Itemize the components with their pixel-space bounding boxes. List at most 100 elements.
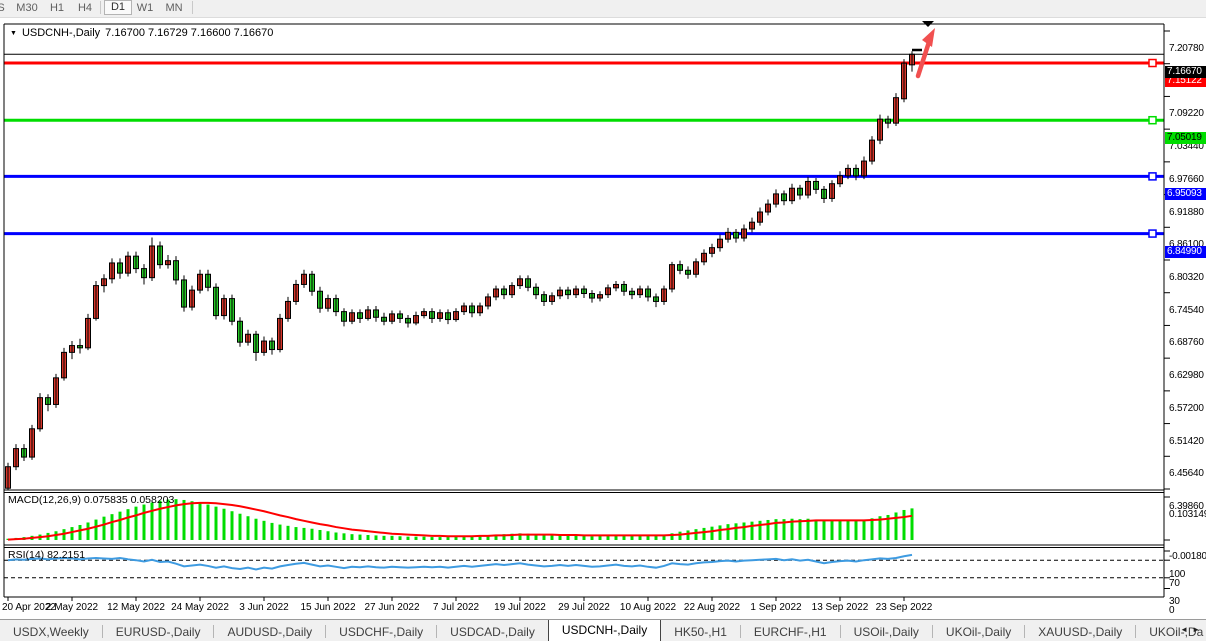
macd-bar: [190, 501, 194, 540]
rsi-axis-label: 30: [1169, 595, 1180, 607]
macd-bar: [662, 534, 666, 540]
tab-xauusd-daily[interactable]: XAUUSD-,Daily: [1038, 625, 1123, 639]
macd-bar: [622, 534, 626, 540]
macd-bar: [414, 536, 418, 540]
hline-handle[interactable]: [1148, 58, 1157, 68]
rsi-line: [7, 553, 913, 571]
date-tick-label: 2 May 2022: [45, 602, 99, 613]
date-tick-label: 19 Jul 2022: [494, 602, 546, 613]
tab-audusd-daily[interactable]: AUDUSD-,Daily: [227, 625, 313, 639]
macd-bar: [254, 518, 258, 540]
toolbar-separator: [192, 1, 193, 14]
macd-bar: [806, 518, 810, 540]
macd-bar: [214, 506, 218, 540]
macd-bar: [486, 534, 490, 540]
tab-eurusd-daily[interactable]: EURUSD-,Daily: [115, 625, 201, 639]
date-tick-label: 24 May 2022: [171, 602, 229, 613]
date-tick-label: 15 Jun 2022: [300, 602, 356, 613]
macd-bar: [278, 524, 282, 540]
chart-symbol-label: USDCNH-,Daily: [21, 27, 101, 39]
macd-bar: [230, 511, 234, 540]
macd-axis-min: -0.00180: [1169, 551, 1206, 562]
macd-bar: [86, 522, 90, 540]
tab-hk50-h1[interactable]: HK50-,H1: [674, 625, 727, 639]
macd-bar: [750, 521, 754, 540]
tab-scroll-left-icon[interactable]: ◄: [1180, 625, 1193, 634]
price-tick-label: 7.03440: [1169, 141, 1204, 153]
timeframe-button-mn[interactable]: MN: [165, 2, 183, 14]
macd-bar: [574, 535, 578, 540]
timeframe-button-d1[interactable]: D1: [104, 0, 132, 15]
chart-title: ▼ USDCNH-,Daily 7.16700 7.16729 7.16600 …: [10, 27, 273, 39]
macd-bar: [534, 534, 538, 540]
tab-usdcnh-daily[interactable]: USDCNH-,Daily: [547, 620, 662, 641]
trend-arrow-line[interactable]: [915, 39, 932, 79]
date-tick-label: 27 Jun 2022: [364, 602, 420, 613]
macd-bar: [558, 535, 562, 540]
macd-bar: [670, 533, 674, 540]
hline-handle[interactable]: [1148, 115, 1157, 125]
macd-bar: [238, 513, 242, 540]
macd-bar: [830, 520, 834, 540]
macd-bar: [462, 536, 466, 540]
timeframe-toolbar: S M30 H1 H4 D1 W1 MN: [0, 0, 1206, 18]
price-chart-canvas[interactable]: [0, 18, 1206, 618]
tab-separator: [325, 625, 327, 638]
macd-bar: [814, 519, 818, 540]
macd-bar: [606, 535, 610, 540]
tab-ukoil-da[interactable]: UKOil-,Da: [1149, 625, 1204, 639]
tab-usdchf-daily[interactable]: USDCHF-,Daily: [339, 625, 424, 639]
timeframe-button-m30[interactable]: M30: [16, 2, 38, 14]
tab-ukoil-daily[interactable]: UKOil-,Daily: [945, 625, 1012, 639]
macd-bar: [342, 533, 346, 540]
macd-bar: [182, 499, 186, 540]
chart-window: ▼ USDCNH-,Daily 7.16700 7.16729 7.16600 …: [0, 18, 1206, 618]
tab-separator: [931, 625, 933, 638]
rsi-indicator-label: RSI(14) 82.2151: [8, 549, 86, 561]
rsi-axis-label: 70: [1169, 578, 1180, 589]
tab-eurchf-h1[interactable]: EURCHF-,H1: [753, 625, 827, 639]
macd-bar: [566, 535, 570, 540]
price-tick-label: 6.91880: [1169, 206, 1204, 218]
price-tick-label: 6.62980: [1169, 370, 1204, 382]
collapse-triangle-icon[interactable]: ▼: [10, 29, 17, 37]
price-tick-label: 6.57200: [1169, 402, 1204, 414]
timeframe-button-h4[interactable]: H4: [77, 2, 93, 14]
macd-bar: [886, 514, 890, 540]
timeframe-button-h1[interactable]: H1: [49, 2, 65, 14]
tab-usdx-weekly[interactable]: USDX,Weekly: [13, 625, 89, 639]
macd-bar: [526, 533, 530, 540]
date-tick-label: 22 Aug 2022: [683, 602, 741, 613]
timeframe-button-s[interactable]: S: [0, 2, 5, 14]
rsi-axis-label: 100: [1169, 569, 1186, 580]
macd-signal-line: [7, 501, 913, 541]
price-tick-label: 7.09220: [1169, 108, 1204, 120]
macd-bar: [438, 537, 442, 540]
tab-separator: [839, 625, 841, 638]
macd-bar: [630, 535, 634, 540]
timeframe-button-w1[interactable]: W1: [136, 2, 154, 14]
hline-handle[interactable]: [1148, 172, 1157, 181]
tab-usoil-daily[interactable]: USOil-,Daily: [853, 625, 919, 639]
trend-arrow-head[interactable]: [922, 28, 935, 47]
price-tick-label: 6.86100: [1169, 239, 1206, 251]
price-tag-6.84990: 6.84990: [1165, 245, 1206, 258]
price-tick-label: 6.51420: [1169, 435, 1204, 447]
macd-bar: [742, 522, 746, 540]
tab-scroll-right-icon[interactable]: ►: [1192, 625, 1204, 634]
macd-bar: [398, 536, 402, 540]
macd-bar: [382, 535, 386, 540]
macd-bar: [766, 519, 770, 540]
date-tick-label: 3 Jun 2022: [239, 602, 289, 613]
macd-bar: [710, 526, 714, 540]
macd-bar: [726, 524, 730, 540]
tab-separator: [1024, 625, 1026, 638]
macd-bar: [870, 518, 874, 540]
price-tag-6.95093: 6.95093: [1165, 188, 1206, 201]
tab-usdcad-daily[interactable]: USDCAD-,Daily: [450, 625, 535, 639]
hline-handle[interactable]: [1148, 229, 1157, 238]
macd-bar: [550, 535, 554, 540]
macd-bar: [406, 536, 410, 540]
macd-bar: [910, 508, 914, 540]
